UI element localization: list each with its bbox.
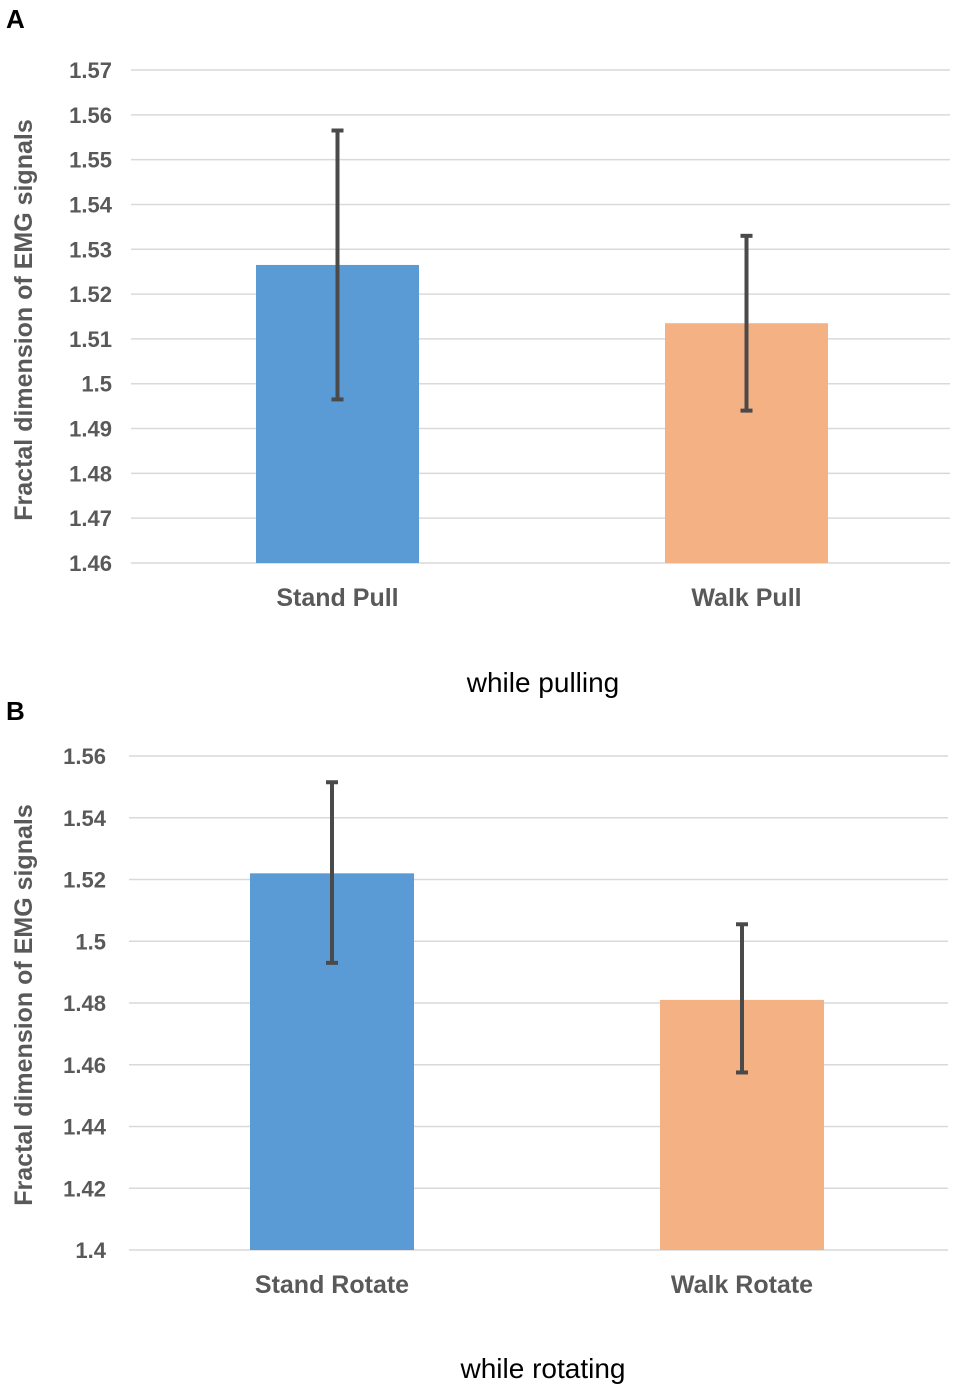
panel-b-y-axis-label: Fractal dimension of EMG signals [10, 804, 38, 1205]
panel-b-error-bar-stand-rotate [326, 780, 338, 965]
panel-a-y-tick-label: 1.53 [69, 237, 112, 262]
panel-a-y-tick-label: 1.55 [69, 148, 112, 173]
panel-a-error-bar-stand-pull [331, 128, 344, 402]
panel-b-y-tick-label: 1.46 [63, 1053, 106, 1078]
panel-b-x-tick-label-walk-rotate: Walk Rotate [671, 1271, 813, 1299]
panel-b-error-bar-walk-rotate [736, 922, 748, 1075]
panel-a-x-tick-label-stand-pull: Stand Pull [276, 584, 398, 612]
panel-a-y-tick-labels: 1.46 1.47 1.48 1.49 1.5 1.51 1.52 1.53 1.54 1.55 1… [69, 58, 113, 576]
panel-b-y-tick-label: 1.4 [75, 1238, 106, 1263]
panel-a-y-tick-label: 1.54 [69, 192, 113, 217]
panel-b-error-bars [326, 780, 748, 1075]
panel-a-error-bars [331, 128, 753, 413]
panel-b-x-tick-labels: Stand Rotate Walk Rotate [255, 1271, 813, 1299]
panel-a-x-tick-label-walk-pull: Walk Pull [691, 584, 801, 612]
panel-a-letter: A [6, 4, 25, 34]
panel-b-y-tick-label: 1.48 [63, 991, 106, 1016]
panel-b-y-tick-label: 1.44 [63, 1115, 107, 1140]
panel-a-y-tick-label: 1.49 [69, 417, 112, 442]
panel-b-y-tick-label: 1.54 [63, 806, 107, 831]
panel-b-y-tick-label: 1.42 [63, 1176, 106, 1201]
panel-b-caption: while rotating [460, 1353, 626, 1384]
panel-b-y-tick-label: 1.5 [75, 929, 106, 954]
panel-a-y-tick-label: 1.52 [69, 282, 112, 307]
panel-a-y-tick-label: 1.46 [69, 551, 112, 576]
panel-b-bars [250, 873, 824, 1250]
panel-a-caption: while pulling [466, 667, 620, 698]
panel-a-y-tick-label: 1.51 [69, 327, 112, 352]
panel-a-x-tick-labels: Stand Pull Walk Pull [276, 584, 801, 612]
panel-a-y-axis-label: Fractal dimension of EMG signals [10, 119, 38, 520]
panel-a-error-bar-walk-pull [740, 233, 753, 413]
panel-a: A 1.46 1.47 1.48 1.49 1.5 1.51 1.52 1.53 1.54 1.5… [6, 4, 950, 698]
panel-b-x-tick-label-stand-rotate: Stand Rotate [255, 1271, 409, 1299]
panel-a-y-tick-label: 1.5 [81, 372, 112, 397]
panel-a-y-tick-label: 1.48 [69, 461, 112, 486]
panel-b-y-tick-labels: 1.4 1.42 1.44 1.46 1.48 1.5 1.52 1.54 1.56 [63, 744, 107, 1263]
panel-a-y-tick-label: 1.57 [69, 58, 112, 83]
panel-b-y-tick-label: 1.52 [63, 868, 106, 893]
panel-b: B 1.4 1.42 1.44 1.46 1.48 1.5 1.52 1.54 1.56 Sta… [6, 696, 948, 1384]
panel-b-y-tick-label: 1.56 [63, 744, 106, 769]
panel-b-letter: B [6, 696, 25, 726]
panel-a-y-tick-label: 1.47 [69, 506, 112, 531]
panel-a-y-tick-label: 1.56 [69, 103, 112, 128]
